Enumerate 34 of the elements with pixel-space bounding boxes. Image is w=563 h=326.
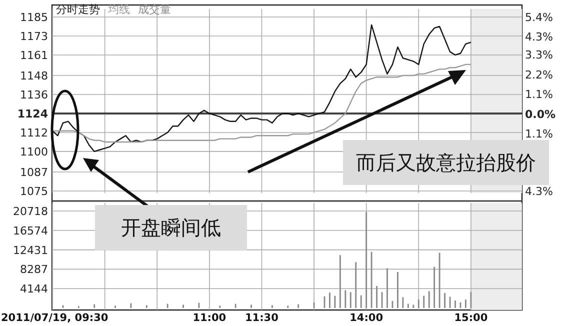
text: 均线 [107, 3, 130, 16]
y-tick-label: 1185 [20, 11, 48, 24]
x-tick-label: 2011/07/19, 09:30 [1, 312, 108, 324]
y-tick-label: 8287 [20, 263, 48, 276]
y-tick-label: 12431 [13, 244, 48, 257]
y-tick-label: 1112 [20, 126, 48, 140]
y2-tick-label: 1.1% [525, 128, 553, 141]
y-tick-label: 1161 [20, 48, 48, 62]
y-tick-label: 20718 [13, 205, 48, 218]
y2-tick-label: 0.0% [525, 108, 556, 121]
annotation: 开盘瞬间低 [121, 216, 221, 240]
y-tick-label: 16574 [13, 224, 48, 238]
y-tick-label: 1124 [17, 107, 48, 120]
x-tick-label: 14:00 [350, 312, 384, 324]
y-tick-label: 1173 [20, 30, 48, 43]
annotation: 而后又故意拉抬股价 [356, 150, 536, 174]
y2-tick-label: 4.3% [525, 30, 553, 44]
y-tick-label: 1100 [20, 145, 48, 158]
x-tick-label: 11:30 [244, 312, 278, 324]
y2-tick-label: 3.3% [525, 48, 553, 62]
y-tick-label: 1075 [20, 185, 48, 198]
y2-tick-label: 1.1% [525, 88, 553, 102]
line-series [52, 64, 472, 143]
text: 成交量 [138, 3, 171, 16]
line-series [52, 24, 472, 152]
x-tick-label: 11:00 [192, 312, 226, 324]
y2-tick-label: 4.3% [525, 185, 553, 198]
y2-tick-label: 5.4% [525, 11, 553, 24]
y-tick-label: 1148 [20, 70, 48, 83]
y-tick-label: 1087 [20, 166, 48, 180]
y2-tick-label: 2.2% [525, 68, 553, 82]
x-tick-label: 15:00 [454, 312, 488, 324]
y-tick-label: 4144 [20, 282, 48, 296]
y-tick-label: 1136 [20, 88, 48, 102]
